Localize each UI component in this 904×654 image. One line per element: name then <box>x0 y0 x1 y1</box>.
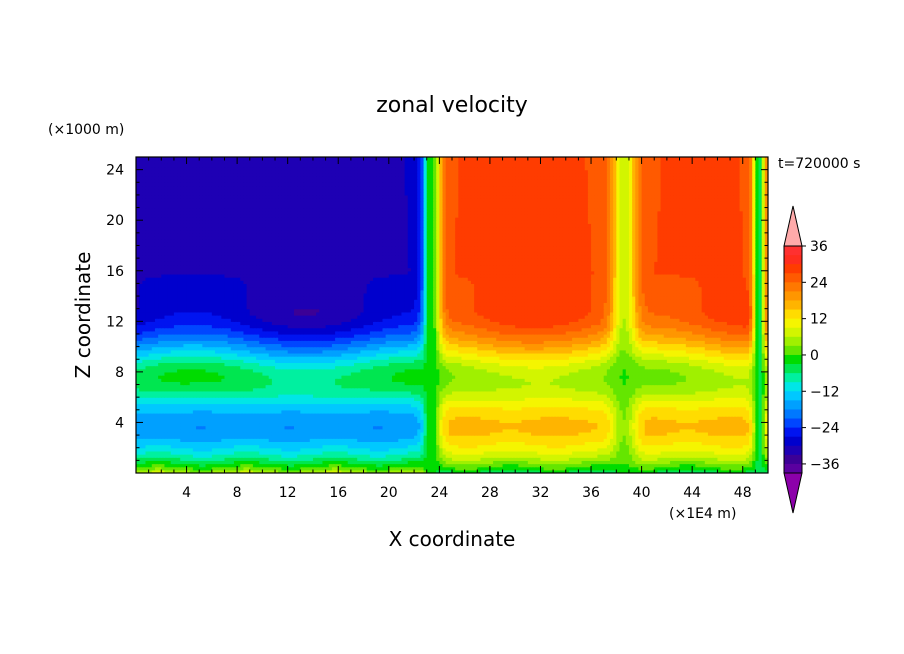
colorbar-swatch <box>784 427 802 438</box>
y-tick-label: 24 <box>106 163 124 179</box>
y-unit-label: (×1000 m) <box>48 122 124 138</box>
x-tick-label: 48 <box>734 485 752 501</box>
colorbar-swatch <box>784 291 802 301</box>
x-tick-label: 24 <box>430 485 448 501</box>
colorbar-swatch <box>784 336 802 347</box>
x-tick-label: 4 <box>182 485 191 501</box>
colorbar-tick-label: −24 <box>810 421 840 437</box>
colorbar-swatch <box>784 454 802 465</box>
colorbar-swatch <box>784 246 802 256</box>
chart-title: zonal velocity <box>376 93 528 118</box>
colorbar-swatch <box>784 373 802 383</box>
colorbar-swatch <box>784 264 802 274</box>
colorbar-swatch <box>784 345 802 356</box>
x-axis-label: X coordinate <box>389 527 516 551</box>
colorbar-swatch <box>784 436 802 447</box>
colorbar-swatch <box>784 354 802 365</box>
colorbar-tick-label: −12 <box>810 384 840 400</box>
y-tick-label: 12 <box>106 314 124 330</box>
x-tick-label: 32 <box>532 485 550 501</box>
contour-field <box>136 157 768 473</box>
colorbar-swatch <box>784 255 802 265</box>
colorbar-swatch <box>784 445 802 456</box>
colorbar-swatch <box>784 300 802 310</box>
colorbar-swatch <box>784 400 802 410</box>
x-tick-label: 36 <box>582 485 600 501</box>
colorbar-swatch <box>784 391 802 401</box>
colorbar-min-triangle <box>783 472 803 514</box>
colorbar-tick-label: −36 <box>810 457 840 473</box>
y-tick-label: 4 <box>115 415 124 431</box>
x-unit-label: (×1E4 m) <box>669 506 736 522</box>
colorbar-swatch <box>784 273 802 283</box>
colorbar-swatch <box>784 309 802 320</box>
colorbar-swatch <box>784 318 802 329</box>
colorbar: 36 24 12 0 −12 −24 −36 <box>783 205 840 514</box>
x-tick-label: 12 <box>279 485 297 501</box>
colorbar-swatch <box>784 382 802 392</box>
colorbar-swatch <box>784 409 802 419</box>
time-label: t=720000 s <box>778 156 860 172</box>
x-tick-label: 16 <box>329 485 347 501</box>
y-tick-label: 20 <box>106 213 124 229</box>
colorbar-tick-label: 24 <box>810 275 828 291</box>
y-tick-label: 16 <box>106 264 124 280</box>
colorbar-swatch <box>784 418 802 428</box>
colorbar-tick-label: 12 <box>810 312 828 328</box>
colorbar-tick-label: 0 <box>810 348 819 364</box>
colorbar-swatch <box>784 463 802 474</box>
colorbar-swatch <box>784 282 802 292</box>
colorbar-swatch <box>784 327 802 338</box>
colorbar-tick-label: 36 <box>810 239 828 255</box>
x-tick-label: 40 <box>633 485 651 501</box>
colorbar-swatch <box>784 364 802 374</box>
y-axis-label: Z coordinate <box>71 252 95 379</box>
y-axis-ticks: 4 8 12 16 20 24 <box>106 163 768 461</box>
y-tick-label: 8 <box>115 365 124 381</box>
x-tick-label: 28 <box>481 485 499 501</box>
colorbar-max-triangle <box>783 205 803 247</box>
x-axis-ticks: 4 8 12 16 20 24 28 32 36 40 44 48 <box>148 157 756 501</box>
x-tick-label: 44 <box>683 485 701 501</box>
x-tick-label: 8 <box>233 485 242 501</box>
x-tick-label: 20 <box>380 485 398 501</box>
